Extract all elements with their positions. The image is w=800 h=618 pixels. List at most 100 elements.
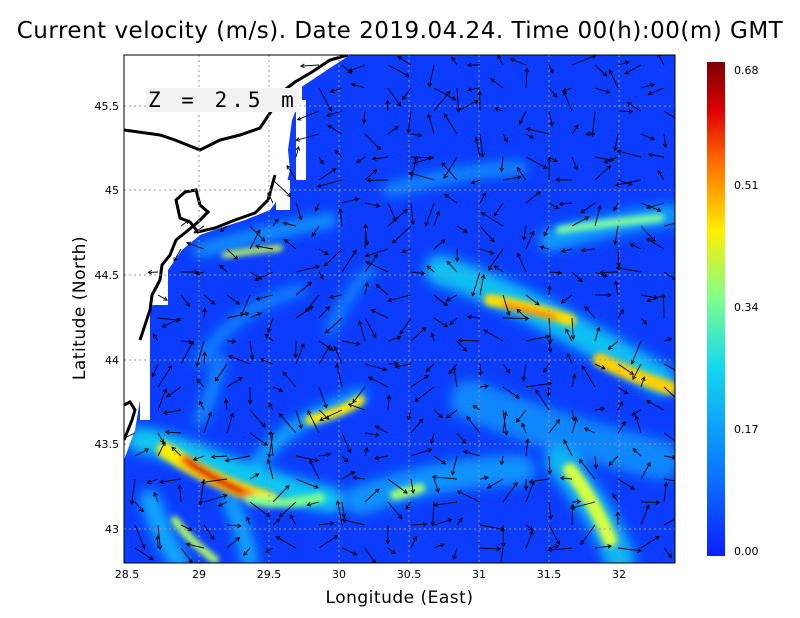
velocity-arrow: [318, 522, 334, 526]
velocity-arrowhead: [186, 241, 191, 247]
x-tick-labels: 28.5 29 29.5 30 30.5 31 31.5 32: [115, 568, 626, 581]
velocity-arrow: [375, 284, 389, 296]
velocity-arrow: [180, 341, 194, 365]
velocity-arrow: [413, 156, 435, 164]
velocity-arrow: [311, 225, 320, 237]
velocity-arrow: [640, 294, 658, 299]
velocity-arrowhead: [615, 511, 621, 517]
velocity-arrow: [334, 149, 343, 158]
velocity-arrowhead: [348, 67, 353, 72]
velocity-arrowhead: [451, 56, 456, 62]
velocity-arrow: [571, 156, 578, 170]
velocity-arrow: [272, 485, 290, 503]
velocity-arrowhead: [682, 513, 686, 516]
velocity-arrowhead: [480, 212, 486, 217]
velocity-arrow: [481, 212, 504, 227]
velocity-arrowhead: [552, 93, 558, 98]
velocity-arrow: [502, 363, 510, 374]
velocity-arrowhead: [289, 513, 294, 519]
velocity-arrowhead: [597, 205, 602, 210]
velocity-arrowhead: [327, 124, 333, 130]
velocity-arrow: [609, 70, 619, 89]
velocity-arrowhead: [454, 257, 460, 263]
coastline-south: [138, 174, 277, 341]
velocity-arrowhead: [314, 484, 320, 489]
velocity-arrowhead: [435, 210, 441, 216]
velocity-arrowhead: [247, 399, 253, 405]
velocity-arrowhead: [554, 204, 560, 210]
velocity-arrow: [196, 271, 205, 275]
velocity-arrowhead: [372, 169, 378, 174]
velocity-arrowhead: [429, 439, 435, 445]
velocity-arrow: [268, 402, 274, 411]
velocity-arrow: [571, 271, 583, 282]
velocity-arrowhead: [267, 192, 272, 198]
velocity-arrowhead: [394, 361, 399, 366]
velocity-arrowhead: [298, 215, 303, 221]
velocity-arrowhead: [370, 309, 376, 314]
velocity-arrowhead: [268, 402, 273, 407]
velocity-arrow: [608, 340, 619, 350]
velocity-arrowhead: [642, 320, 648, 325]
velocity-arrow: [226, 537, 240, 549]
velocity-arrowhead: [548, 515, 553, 520]
velocity-arrowhead: [314, 457, 320, 463]
velocity-arrowhead: [548, 339, 553, 344]
velocity-arrow: [428, 64, 435, 87]
velocity-arrow: [134, 448, 149, 457]
velocity-arrowhead: [547, 547, 552, 553]
velocity-arrow: [479, 192, 486, 204]
velocity-arrow: [364, 547, 376, 563]
velocity-arrowhead: [283, 238, 289, 244]
velocity-arrow: [157, 524, 161, 550]
velocity-arrowhead: [547, 381, 553, 387]
velocity-arrow: [446, 260, 458, 273]
velocity-arrow: [410, 327, 427, 342]
velocity-arrowhead: [486, 484, 492, 489]
velocity-arrow: [543, 363, 550, 373]
velocity-arrow: [640, 501, 660, 504]
velocity-arrowhead: [325, 305, 331, 311]
velocity-arrowhead: [580, 540, 585, 546]
velocity-arrowhead: [200, 479, 206, 485]
velocity-arrowhead: [254, 244, 260, 249]
velocity-arrowhead: [406, 128, 411, 134]
velocity-arrowhead: [583, 427, 589, 432]
velocity-arrow: [453, 366, 458, 388]
velocity-arrowhead: [265, 512, 271, 518]
velocity-arrowhead: [443, 322, 449, 328]
velocity-arrow: [387, 336, 401, 342]
velocity-arrow: [548, 501, 552, 520]
velocity-arrow: [246, 516, 251, 526]
velocity-arrowhead: [546, 284, 552, 290]
velocity-arrow: [594, 327, 600, 342]
velocity-arrow: [647, 294, 665, 302]
velocity-arrow: [663, 432, 675, 442]
velocity-arrow: [617, 61, 630, 66]
velocity-arrow: [571, 317, 574, 340]
velocity-arrowhead: [391, 549, 396, 555]
velocity-arrowhead: [326, 452, 332, 458]
velocity-arrow: [433, 90, 451, 112]
velocity-arrowhead: [233, 255, 239, 261]
velocity-arrow: [387, 547, 396, 554]
velocity-arrowhead: [184, 219, 190, 224]
velocity-arrowhead: [139, 507, 144, 513]
velocity-arrowhead: [578, 458, 584, 464]
velocity-arrow: [297, 110, 320, 121]
chart-title: Current velocity (m/s). Date 2019.04.24.…: [16, 18, 784, 44]
velocity-arrow: [295, 281, 312, 296]
velocity-arrow: [494, 265, 504, 273]
velocity-arrowhead: [420, 270, 426, 276]
velocity-arrow: [582, 365, 596, 388]
x-tick-30: 30: [332, 568, 346, 581]
x-tick-28.5: 28.5: [115, 568, 140, 581]
velocity-arrowhead: [365, 260, 370, 266]
y-tick-45.5: 45.5: [95, 100, 120, 113]
velocity-arrowhead: [443, 174, 448, 179]
velocity-arrow: [548, 64, 554, 74]
velocity-arrowhead: [456, 490, 462, 495]
velocity-arrow: [147, 478, 159, 484]
velocity-arrowhead: [391, 238, 397, 244]
velocity-arrow: [525, 531, 534, 549]
